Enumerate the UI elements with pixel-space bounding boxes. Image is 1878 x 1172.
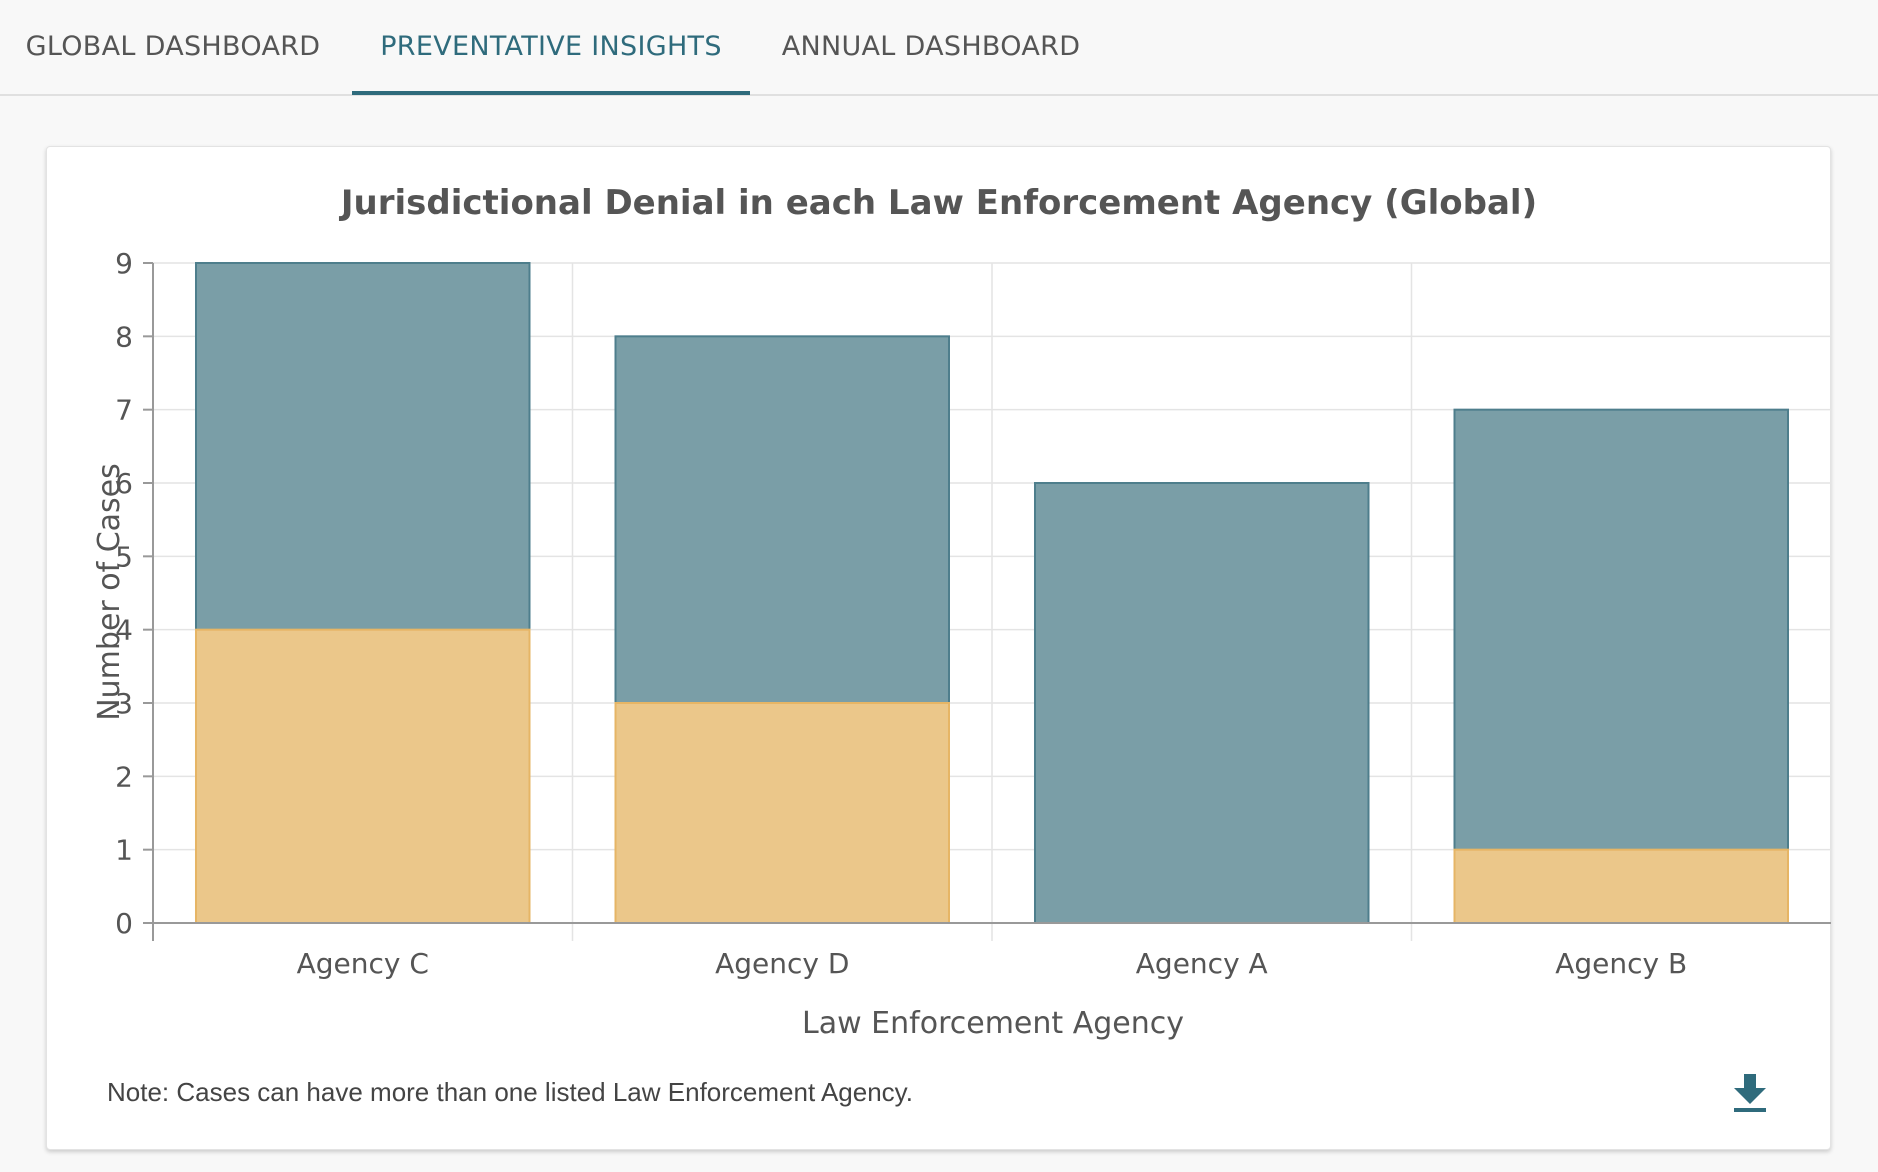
y-tick-label: 1: [115, 834, 133, 867]
chart: Jurisdictional Denial in each Law Enforc…: [92, 183, 1831, 1041]
y-tick-label: 7: [115, 394, 133, 427]
y-tick-label: 8: [115, 320, 133, 353]
y-tick-label: 9: [115, 247, 133, 280]
bar-total-agency-a: [1033, 482, 1370, 924]
x-tick-label: Agency D: [715, 947, 849, 980]
active-tab-indicator: [352, 91, 750, 95]
y-axis-ticks: 0 1 2 3 4 5 6 7 8 9: [115, 247, 153, 940]
y-tick-label: 2: [115, 760, 133, 793]
tab-preventative-insights[interactable]: PREVENTATIVE INSIGHTS: [380, 31, 722, 62]
tab-bar: GLOBAL DASHBOARD PREVENTATIVE INSIGHTS A…: [0, 0, 1878, 96]
x-tick-label: Agency C: [297, 947, 429, 980]
bar-denial-agency-b: [1453, 848, 1790, 925]
chart-note: Note: Cases can have more than one liste…: [107, 1077, 913, 1107]
x-tick-label: Agency B: [1555, 947, 1687, 980]
chart-axes: [143, 263, 1831, 941]
chart-bars: [194, 262, 1790, 925]
tab-global-dashboard[interactable]: GLOBAL DASHBOARD: [25, 31, 321, 62]
y-axis-label: Number of Cases: [92, 463, 127, 721]
bar-total-agency-b: [1453, 408, 1790, 924]
bar-denial-agency-c: [194, 628, 531, 924]
chart-title: Jurisdictional Denial in each Law Enforc…: [339, 183, 1537, 223]
y-tick-label: 6: [115, 467, 133, 500]
x-axis-ticks: Agency C Agency D Agency A Agency B: [297, 947, 1688, 980]
y-tick-label: 3: [115, 687, 133, 720]
y-tick-label: 5: [115, 540, 133, 573]
x-tick-label: Agency A: [1136, 947, 1268, 980]
y-tick-label: 4: [115, 614, 133, 647]
chart-card: Jurisdictional Denial in each Law Enforc…: [46, 146, 1831, 1150]
x-axis-label: Law Enforcement Agency: [802, 1006, 1184, 1041]
download-button[interactable]: [1727, 1072, 1775, 1120]
tab-annual-dashboard[interactable]: ANNUAL DASHBOARD: [781, 31, 1081, 62]
y-tick-label: 0: [115, 907, 133, 940]
bar-denial-agency-d: [614, 702, 951, 924]
download-icon: [1734, 1074, 1766, 1112]
